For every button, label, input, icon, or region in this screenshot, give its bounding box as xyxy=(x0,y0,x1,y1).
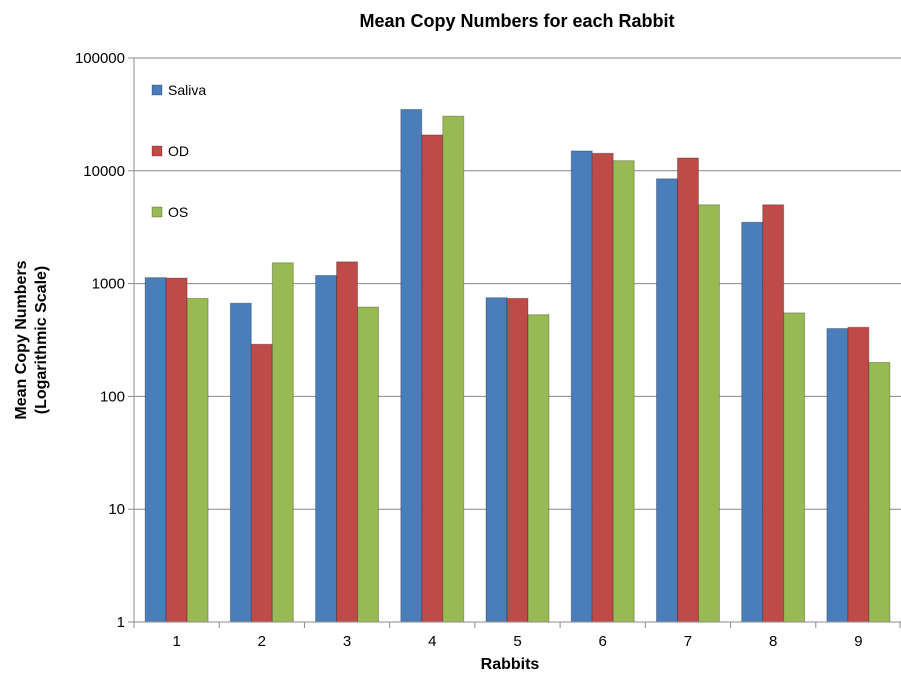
chart-title: Mean Copy Numbers for each Rabbit xyxy=(359,11,674,31)
bar-saliva-rabbit-5 xyxy=(485,297,508,623)
bar-od-rabbit-9 xyxy=(847,326,870,623)
x-tick-label: 8 xyxy=(769,633,777,650)
bar-saliva-rabbit-3 xyxy=(315,274,338,623)
bar-os-rabbit-7 xyxy=(697,204,720,623)
x-tick-label: 6 xyxy=(599,633,607,650)
x-axis-title: Rabbits xyxy=(481,656,540,673)
bar-od-rabbit-2 xyxy=(250,343,273,623)
x-tick-label: 4 xyxy=(428,633,436,650)
bar-os-rabbit-3 xyxy=(357,306,380,623)
bars xyxy=(144,108,891,623)
bar-os-rabbit-9 xyxy=(868,361,891,623)
bar-os-rabbit-1 xyxy=(186,297,209,623)
legend-label-saliva: Saliva xyxy=(168,82,206,98)
y-tick-label: 10000 xyxy=(83,163,125,180)
y-tick-label: 1 xyxy=(117,614,125,631)
legend-label-od: OD xyxy=(168,143,189,159)
bar-os-rabbit-4 xyxy=(442,115,465,623)
y-tick-label: 100 xyxy=(100,388,125,405)
x-tick-label: 1 xyxy=(172,633,180,650)
bar-os-rabbit-5 xyxy=(527,314,550,623)
bar-od-rabbit-7 xyxy=(676,157,699,623)
bar-saliva-rabbit-7 xyxy=(655,178,678,623)
bar-os-rabbit-2 xyxy=(271,262,294,623)
bar-os-rabbit-8 xyxy=(783,312,806,623)
legend: Saliva OD OS xyxy=(151,82,206,220)
y-axis-title-line2: (Logarithmic Scale) xyxy=(33,266,50,414)
bar-saliva-rabbit-6 xyxy=(570,150,593,623)
bar-saliva-rabbit-2 xyxy=(229,302,252,623)
x-tick-label: 7 xyxy=(684,633,692,650)
y-tick-label: 10 xyxy=(108,501,125,518)
x-tick-label: 5 xyxy=(513,633,521,650)
bar-saliva-rabbit-9 xyxy=(826,327,849,623)
y-tick-label: 100000 xyxy=(75,50,125,67)
legend-swatch-saliva xyxy=(151,84,163,96)
legend-label-os: OS xyxy=(168,204,188,220)
legend-swatch-os xyxy=(151,206,163,218)
bar-saliva-rabbit-1 xyxy=(144,277,167,623)
bar-od-rabbit-6 xyxy=(591,152,614,623)
bar-od-rabbit-8 xyxy=(762,204,785,623)
bar-od-rabbit-1 xyxy=(165,277,188,623)
bar-od-rabbit-3 xyxy=(336,261,359,623)
bar-os-rabbit-6 xyxy=(612,160,635,623)
bar-saliva-rabbit-8 xyxy=(741,221,764,623)
x-tick-label: 2 xyxy=(258,633,266,650)
y-axis-ticks: 1 10 100 1000 10000 100000 xyxy=(75,50,134,631)
bar-od-rabbit-4 xyxy=(421,134,444,623)
x-tick-label: 3 xyxy=(343,633,351,650)
x-tick-label: 9 xyxy=(854,633,862,650)
bar-od-rabbit-5 xyxy=(506,297,529,623)
x-axis-ticks: 1 2 3 4 5 6 7 8 9 xyxy=(133,622,901,650)
axes xyxy=(133,58,901,623)
legend-swatch-od xyxy=(151,145,163,157)
y-tick-label: 1000 xyxy=(92,276,125,293)
bar-saliva-rabbit-4 xyxy=(400,108,423,623)
y-axis-title-line1: Mean Copy Numbers xyxy=(13,260,30,419)
